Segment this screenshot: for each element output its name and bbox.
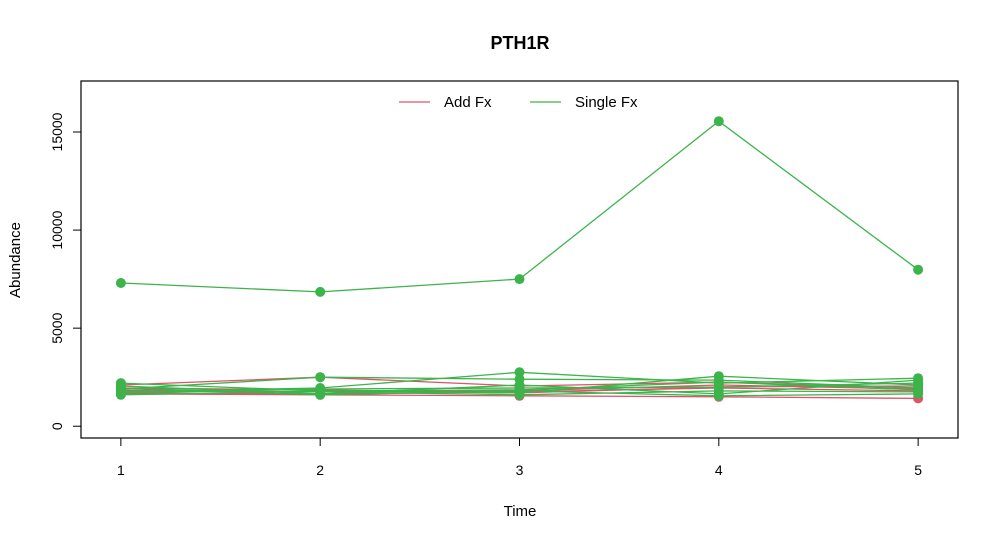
x-tick-label-5: 5 [914, 462, 922, 478]
series-6-point-4 [713, 116, 724, 127]
legend-label-1: Add Fx [444, 94, 492, 111]
series-10-point-4 [713, 371, 724, 382]
series-6-point-3 [514, 274, 525, 285]
series-6-point-1 [115, 278, 126, 288]
legend-label-2: Single Fx [575, 94, 638, 111]
series-14-point-4 [713, 390, 724, 401]
y-axis-label: Abundance [7, 222, 24, 298]
series-8-point-2 [315, 372, 326, 383]
series-6-point-5 [913, 264, 924, 275]
y-tick-label-2: 5000 [49, 312, 65, 343]
x-axis-label: Time [504, 503, 537, 520]
series-9-point-3 [514, 367, 525, 378]
y-tick-label-1: 0 [49, 422, 65, 430]
y-tick-label-4: 15000 [49, 112, 65, 151]
x-tick-label-4: 4 [715, 462, 723, 478]
series-6-point-2 [315, 286, 326, 297]
series-14-point-3 [514, 385, 525, 396]
series-13-point-5 [913, 378, 924, 389]
x-tick-label-3: 3 [516, 462, 524, 478]
chart-title: PTH1R [490, 33, 549, 53]
x-tick-label-1: 1 [117, 462, 125, 478]
y-axis: 0 5000 10000 15000 [49, 112, 82, 430]
series-13-point-4 [713, 382, 724, 392]
series-14-point-5 [913, 388, 924, 399]
y-tick-label-3: 10000 [49, 210, 65, 249]
x-tick-label-2: 2 [316, 462, 324, 478]
legend: Add Fx Single Fx [399, 94, 638, 111]
series-line-6 [120, 120, 919, 293]
series-layer [115, 116, 924, 404]
x-axis: 1 2 3 4 5 [117, 437, 922, 478]
series-14-point-1 [115, 383, 126, 393]
series-14-point-2 [315, 389, 326, 400]
